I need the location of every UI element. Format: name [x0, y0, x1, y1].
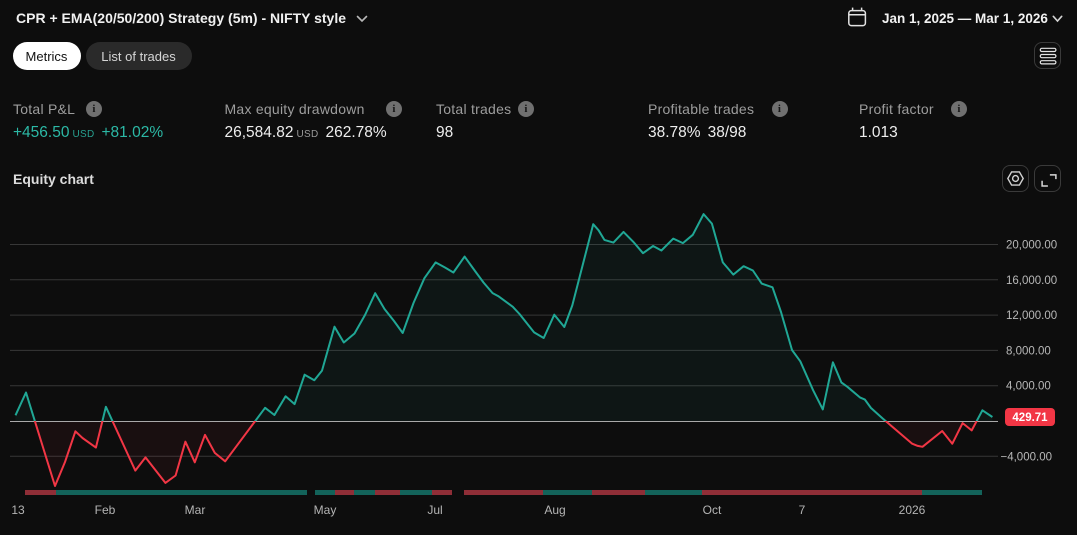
svg-text:16,000.00: 16,000.00	[1006, 275, 1057, 287]
svg-text:Jul: Jul	[427, 503, 442, 517]
svg-text:Oct: Oct	[703, 503, 722, 517]
svg-text:Mar: Mar	[185, 503, 206, 517]
svg-text:May: May	[314, 503, 337, 517]
svg-text:−4,000.00: −4,000.00	[1001, 451, 1052, 463]
svg-text:7: 7	[799, 503, 806, 517]
svg-text:13: 13	[11, 503, 25, 517]
svg-text:2026: 2026	[899, 503, 926, 517]
svg-text:8,000.00: 8,000.00	[1006, 345, 1051, 357]
svg-text:12,000.00: 12,000.00	[1006, 310, 1057, 322]
svg-text:429.71: 429.71	[1012, 412, 1048, 424]
svg-text:4,000.00: 4,000.00	[1006, 381, 1051, 393]
svg-text:Aug: Aug	[544, 503, 565, 517]
svg-text:Feb: Feb	[95, 503, 116, 517]
svg-text:20,000.00: 20,000.00	[1006, 240, 1057, 252]
